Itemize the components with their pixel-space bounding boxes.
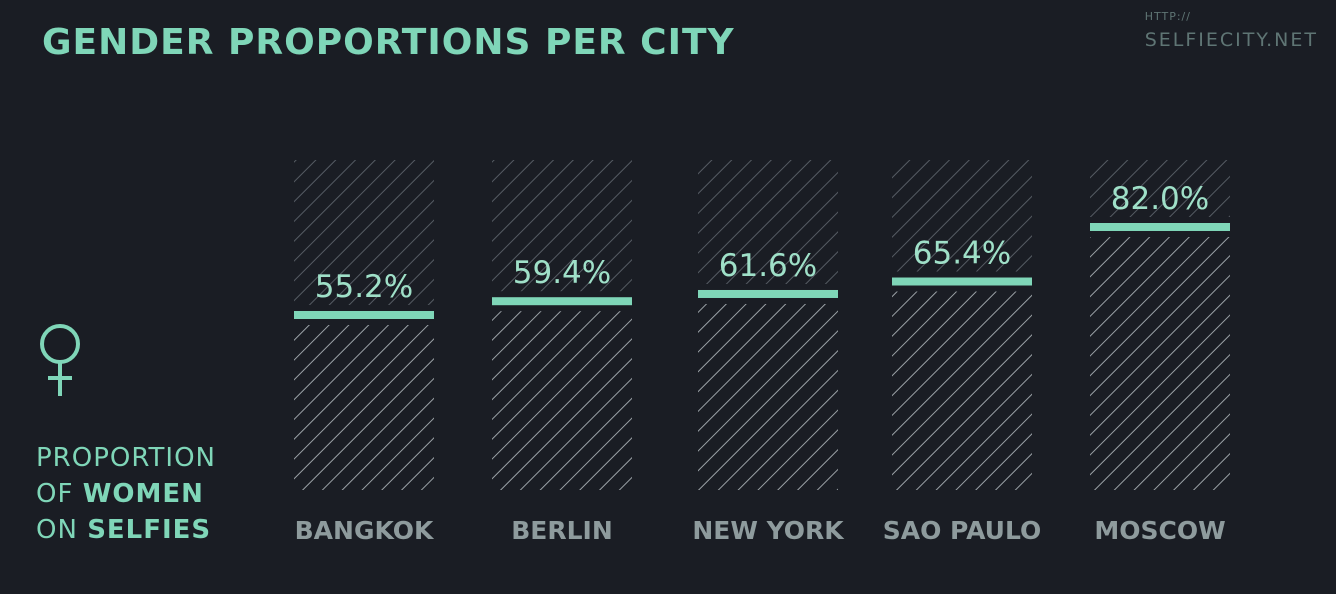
- bar-remainder-berlin: [492, 160, 632, 292]
- value-label-berlin: 59.4%: [513, 255, 611, 291]
- bar-marker-berlin: [492, 297, 632, 306]
- bar-remainder-bangkok: [294, 160, 434, 305]
- value-label-bangkok: 55.2%: [315, 269, 413, 305]
- bar-fill-new-york: [698, 303, 838, 490]
- city-label-bangkok: BANGKOK: [295, 516, 435, 545]
- source-credit[interactable]: HTTP:// SELFIECITY.NET: [1145, 10, 1318, 51]
- bar-group-moscow: 82.0% MOSCOW: [1090, 160, 1230, 545]
- bar-remainder-sao-paulo: [892, 160, 1032, 272]
- bar-fill-bangkok: [294, 325, 434, 490]
- bar-remainder-moscow: [1090, 160, 1230, 217]
- bar-fill-berlin: [492, 311, 632, 490]
- value-label-sao-paulo: 65.4%: [913, 236, 1011, 272]
- legend-line-2: OF WOMEN: [36, 476, 216, 512]
- bar-group-bangkok: 55.2% BANGKOK: [294, 160, 435, 545]
- bar-marker-moscow: [1090, 223, 1230, 231]
- legend-line-3-prefix: ON: [36, 515, 88, 545]
- female-symbol-icon: [40, 324, 80, 396]
- bar-group-sao-paulo: 65.4% SAO PAULO: [883, 160, 1042, 545]
- page-title: GENDER PROPORTIONS PER CITY: [42, 22, 735, 63]
- legend-line-2-bold: WOMEN: [82, 479, 204, 509]
- bar-marker-new-york: [698, 289, 838, 298]
- bar-marker-bangkok: [294, 311, 434, 319]
- bars-group: 55.2% BANGKOK 59.4% BERLIN 61.6% NEW YORK 65.4…: [294, 160, 1230, 545]
- legend-text: PROPORTION OF WOMEN ON SELFIES: [36, 440, 216, 548]
- value-label-moscow: 82.0%: [1111, 181, 1209, 217]
- bar-fill-sao-paulo: [892, 291, 1032, 490]
- city-label-moscow: MOSCOW: [1094, 516, 1225, 545]
- source-protocol: HTTP://: [1144, 10, 1191, 23]
- bar-remainder-new-york: [698, 160, 838, 284]
- legend-line-1: PROPORTION: [36, 443, 216, 473]
- city-label-sao-paulo: SAO PAULO: [883, 516, 1042, 545]
- bar-group-berlin: 59.4% BERLIN: [492, 160, 632, 545]
- value-label-new-york: 61.6%: [719, 248, 817, 284]
- source-site: SELFIECITY.NET: [1144, 29, 1318, 51]
- city-label-new-york: NEW YORK: [692, 516, 845, 545]
- city-label-berlin: BERLIN: [511, 516, 613, 545]
- bar-fill-moscow: [1090, 237, 1230, 490]
- legend-line-3: ON SELFIES: [36, 512, 216, 548]
- legend-line-2-prefix: OF: [36, 479, 83, 509]
- legend-line-3-bold: SELFIES: [87, 515, 212, 545]
- bar-marker-sao-paulo: [892, 277, 1032, 286]
- bar-group-new-york: 61.6% NEW YORK: [692, 160, 845, 545]
